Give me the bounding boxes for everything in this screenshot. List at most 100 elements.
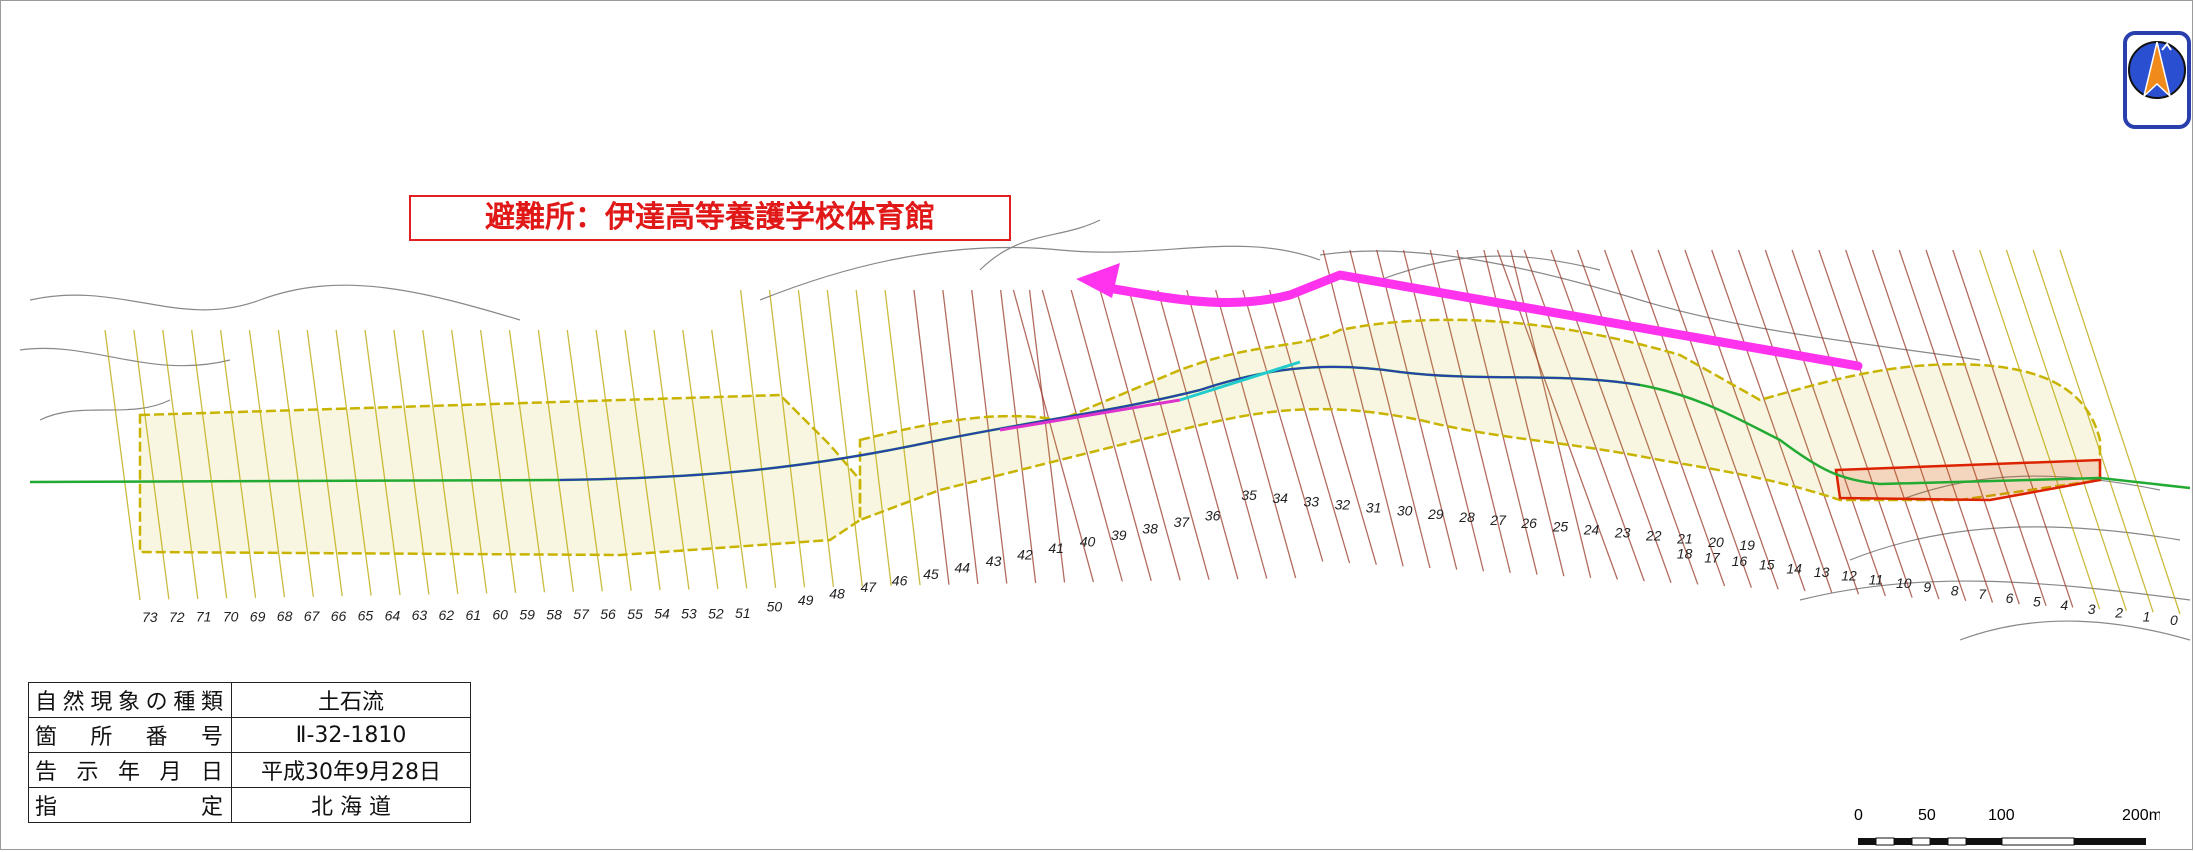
section-number-label: 58 bbox=[546, 606, 562, 622]
scale-bar: 0 50 100 200m bbox=[1854, 807, 2160, 846]
section-number-label: 7 bbox=[1978, 586, 1987, 602]
evacuation-route-arrowhead bbox=[1076, 263, 1120, 298]
table-row: 箇 所 番 号 Ⅱ-32-1810 bbox=[28, 717, 471, 753]
section-number-label: 73 bbox=[142, 609, 158, 625]
section-line bbox=[797, 289, 835, 587]
section-line bbox=[1764, 249, 1886, 597]
contour-line bbox=[1899, 475, 2161, 501]
section-number-label: 17 bbox=[1704, 549, 1721, 565]
section-line bbox=[1268, 289, 1351, 564]
section-number-label: 34 bbox=[1272, 490, 1288, 506]
contour-line bbox=[39, 399, 171, 421]
section-number-label: 62 bbox=[439, 607, 455, 623]
scale-tick-label: 0 bbox=[1854, 807, 1863, 824]
section-number-label: 6 bbox=[2006, 590, 2014, 606]
contour-line bbox=[1319, 250, 1981, 361]
hazard-zones bbox=[138, 318, 2102, 557]
section-line bbox=[219, 329, 257, 598]
section-number-label: 9 bbox=[1923, 579, 1931, 595]
special-hazard-zone bbox=[1834, 458, 2102, 502]
table-label: 箇 所 番 号 bbox=[28, 717, 232, 753]
section-number-label: 31 bbox=[1366, 500, 1382, 516]
section-number-label: 49 bbox=[798, 592, 814, 608]
section-number-label: 35 bbox=[1241, 487, 1257, 503]
section-line bbox=[1684, 249, 1806, 592]
section-line bbox=[1295, 289, 1377, 565]
section-number-label: 44 bbox=[955, 559, 971, 575]
section-line bbox=[1429, 249, 1511, 574]
contour-line bbox=[1959, 620, 2191, 641]
section-number-label: 57 bbox=[573, 606, 590, 622]
section-line bbox=[1630, 249, 1752, 588]
shelter-label: 避難所：伊達高等養護学校体育館 bbox=[409, 195, 1011, 241]
section-line bbox=[2005, 249, 2128, 611]
section-number-label: 60 bbox=[492, 607, 508, 623]
section-number-label: 12 bbox=[1841, 568, 1857, 584]
section-number-label: 0 bbox=[2170, 612, 2178, 628]
stream-line-blue bbox=[559, 365, 1641, 481]
table-value: 平成30年9月28日 bbox=[231, 752, 471, 788]
section-line bbox=[306, 329, 343, 597]
section-number-label: 69 bbox=[250, 608, 266, 624]
section-line bbox=[768, 289, 806, 588]
section-number-label: 63 bbox=[412, 607, 428, 623]
section-line bbox=[1791, 249, 1913, 598]
scale-tick-label: 50 bbox=[1918, 807, 1936, 824]
section-number-label: 52 bbox=[708, 605, 724, 621]
scale-tick-label: 100 bbox=[1988, 807, 2015, 824]
section-number-label: 28 bbox=[1458, 509, 1475, 525]
section-line bbox=[1845, 249, 1967, 602]
section-line bbox=[1157, 289, 1239, 580]
section-number-label: 11 bbox=[1869, 571, 1884, 587]
section-number-label: 42 bbox=[1017, 546, 1033, 562]
section-number-label: 45 bbox=[923, 566, 939, 582]
section-line bbox=[1242, 289, 1324, 562]
section-line bbox=[595, 329, 632, 591]
section-number-label: 27 bbox=[1489, 512, 1507, 528]
section-line bbox=[1456, 249, 1538, 575]
section-line bbox=[1012, 289, 1095, 583]
table-value: Ⅱ-32-1810 bbox=[231, 717, 471, 753]
section-line bbox=[1952, 249, 2074, 608]
section-number-label: 65 bbox=[358, 608, 374, 624]
contour-line bbox=[29, 284, 521, 321]
section-number-label: 38 bbox=[1142, 520, 1158, 536]
section-line bbox=[162, 329, 199, 599]
table-value: 北 海 道 bbox=[231, 787, 471, 823]
section-line bbox=[1898, 249, 2020, 605]
section-number-label: 64 bbox=[385, 607, 401, 623]
section-number-label: 13 bbox=[1814, 564, 1830, 580]
evacuation-route-line bbox=[1103, 270, 1863, 371]
section-number-label: 48 bbox=[829, 586, 845, 602]
table-row: 指 定 北 海 道 bbox=[28, 787, 471, 823]
north-arrow-icon bbox=[2123, 31, 2191, 129]
table-row: 告 示 年 月 日 平成30年9月28日 bbox=[28, 752, 471, 788]
section-line bbox=[422, 329, 459, 595]
section-line bbox=[1322, 249, 1404, 567]
section-line bbox=[133, 329, 170, 600]
section-line bbox=[1550, 249, 1672, 583]
section-number-label: 15 bbox=[1759, 557, 1775, 573]
table-value: 土石流 bbox=[231, 682, 471, 718]
section-line bbox=[1376, 249, 1458, 570]
table-label: 自然現象の種類 bbox=[28, 682, 232, 718]
section-number-label: 72 bbox=[169, 609, 185, 625]
section-number-label: 25 bbox=[1552, 518, 1569, 534]
section-number-label: 10 bbox=[1896, 575, 1912, 591]
section-number-label: 26 bbox=[1520, 515, 1537, 531]
section-number-label: 55 bbox=[627, 606, 643, 622]
section-number-label: 54 bbox=[654, 606, 670, 622]
section-number-label: 21 bbox=[1676, 531, 1693, 547]
section-line bbox=[1186, 289, 1268, 579]
section-number-label: 68 bbox=[277, 608, 293, 624]
section-line bbox=[393, 329, 430, 595]
hazard-zone-upstream bbox=[858, 318, 2102, 522]
section-number-label: 8 bbox=[1951, 583, 1959, 599]
section-number-label: 59 bbox=[519, 607, 535, 623]
section-line bbox=[1028, 289, 1066, 583]
table-row: 自然現象の種類 土石流 bbox=[28, 682, 471, 718]
section-line bbox=[999, 289, 1037, 584]
streams bbox=[29, 360, 2191, 490]
evacuation-route-arrow bbox=[1076, 263, 1863, 371]
